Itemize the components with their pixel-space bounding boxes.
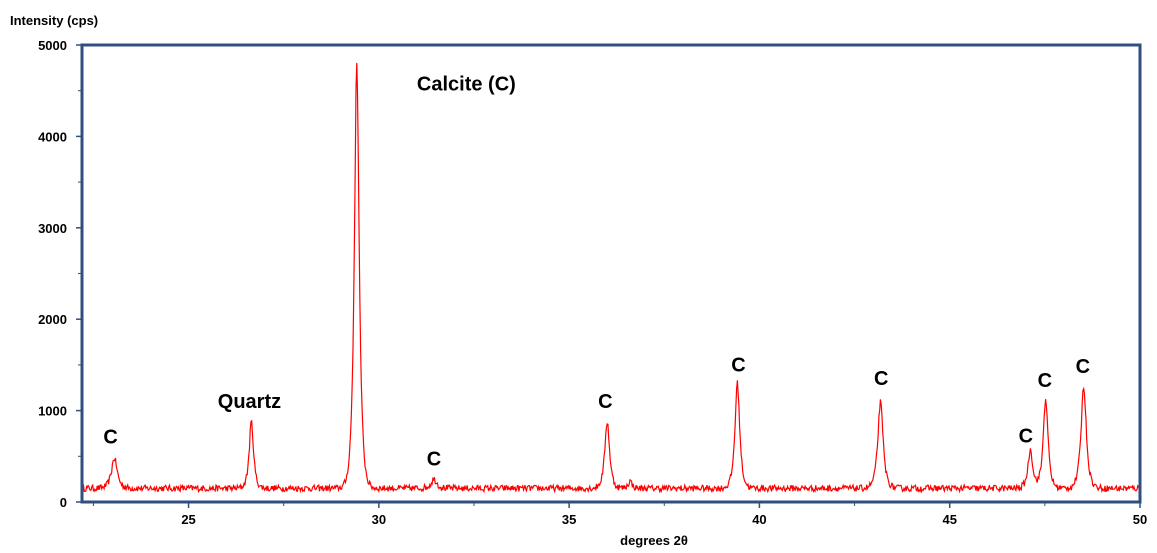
- peak-annotation: Quartz: [218, 391, 281, 413]
- peak-annotation: C: [1019, 426, 1033, 448]
- plot-frame: [80, 43, 1142, 504]
- x-axis-title: degrees 2θ: [620, 533, 688, 548]
- peak-annotation: C: [874, 368, 888, 390]
- peak-annotation: C: [103, 427, 117, 449]
- x-tick-label: 45: [942, 512, 956, 527]
- peak-annotation: C: [598, 391, 612, 413]
- x-tick-label: 25: [181, 512, 195, 527]
- x-tick-label: 35: [562, 512, 576, 527]
- y-tick-label: 0: [60, 495, 67, 510]
- intensity-series-line: [81, 62, 1141, 494]
- x-tick-label: 30: [372, 512, 386, 527]
- peak-annotation: C: [1038, 370, 1052, 392]
- y-tick-label: 5000: [38, 38, 67, 53]
- x-tick-label: 40: [752, 512, 766, 527]
- peak-annotation: Calcite (C): [417, 74, 516, 96]
- y-tick-label: 3000: [38, 221, 67, 236]
- x-tick-label: 50: [1133, 512, 1147, 527]
- peak-annotation: C: [731, 354, 745, 376]
- y-tick-label: 2000: [38, 312, 67, 327]
- y-axis-title: Intensity (cps): [10, 13, 98, 28]
- peak-annotation: C: [1076, 356, 1090, 378]
- y-tick-label: 1000: [38, 404, 67, 419]
- y-tick-label: 4000: [38, 129, 67, 144]
- peak-annotation: C: [427, 448, 441, 470]
